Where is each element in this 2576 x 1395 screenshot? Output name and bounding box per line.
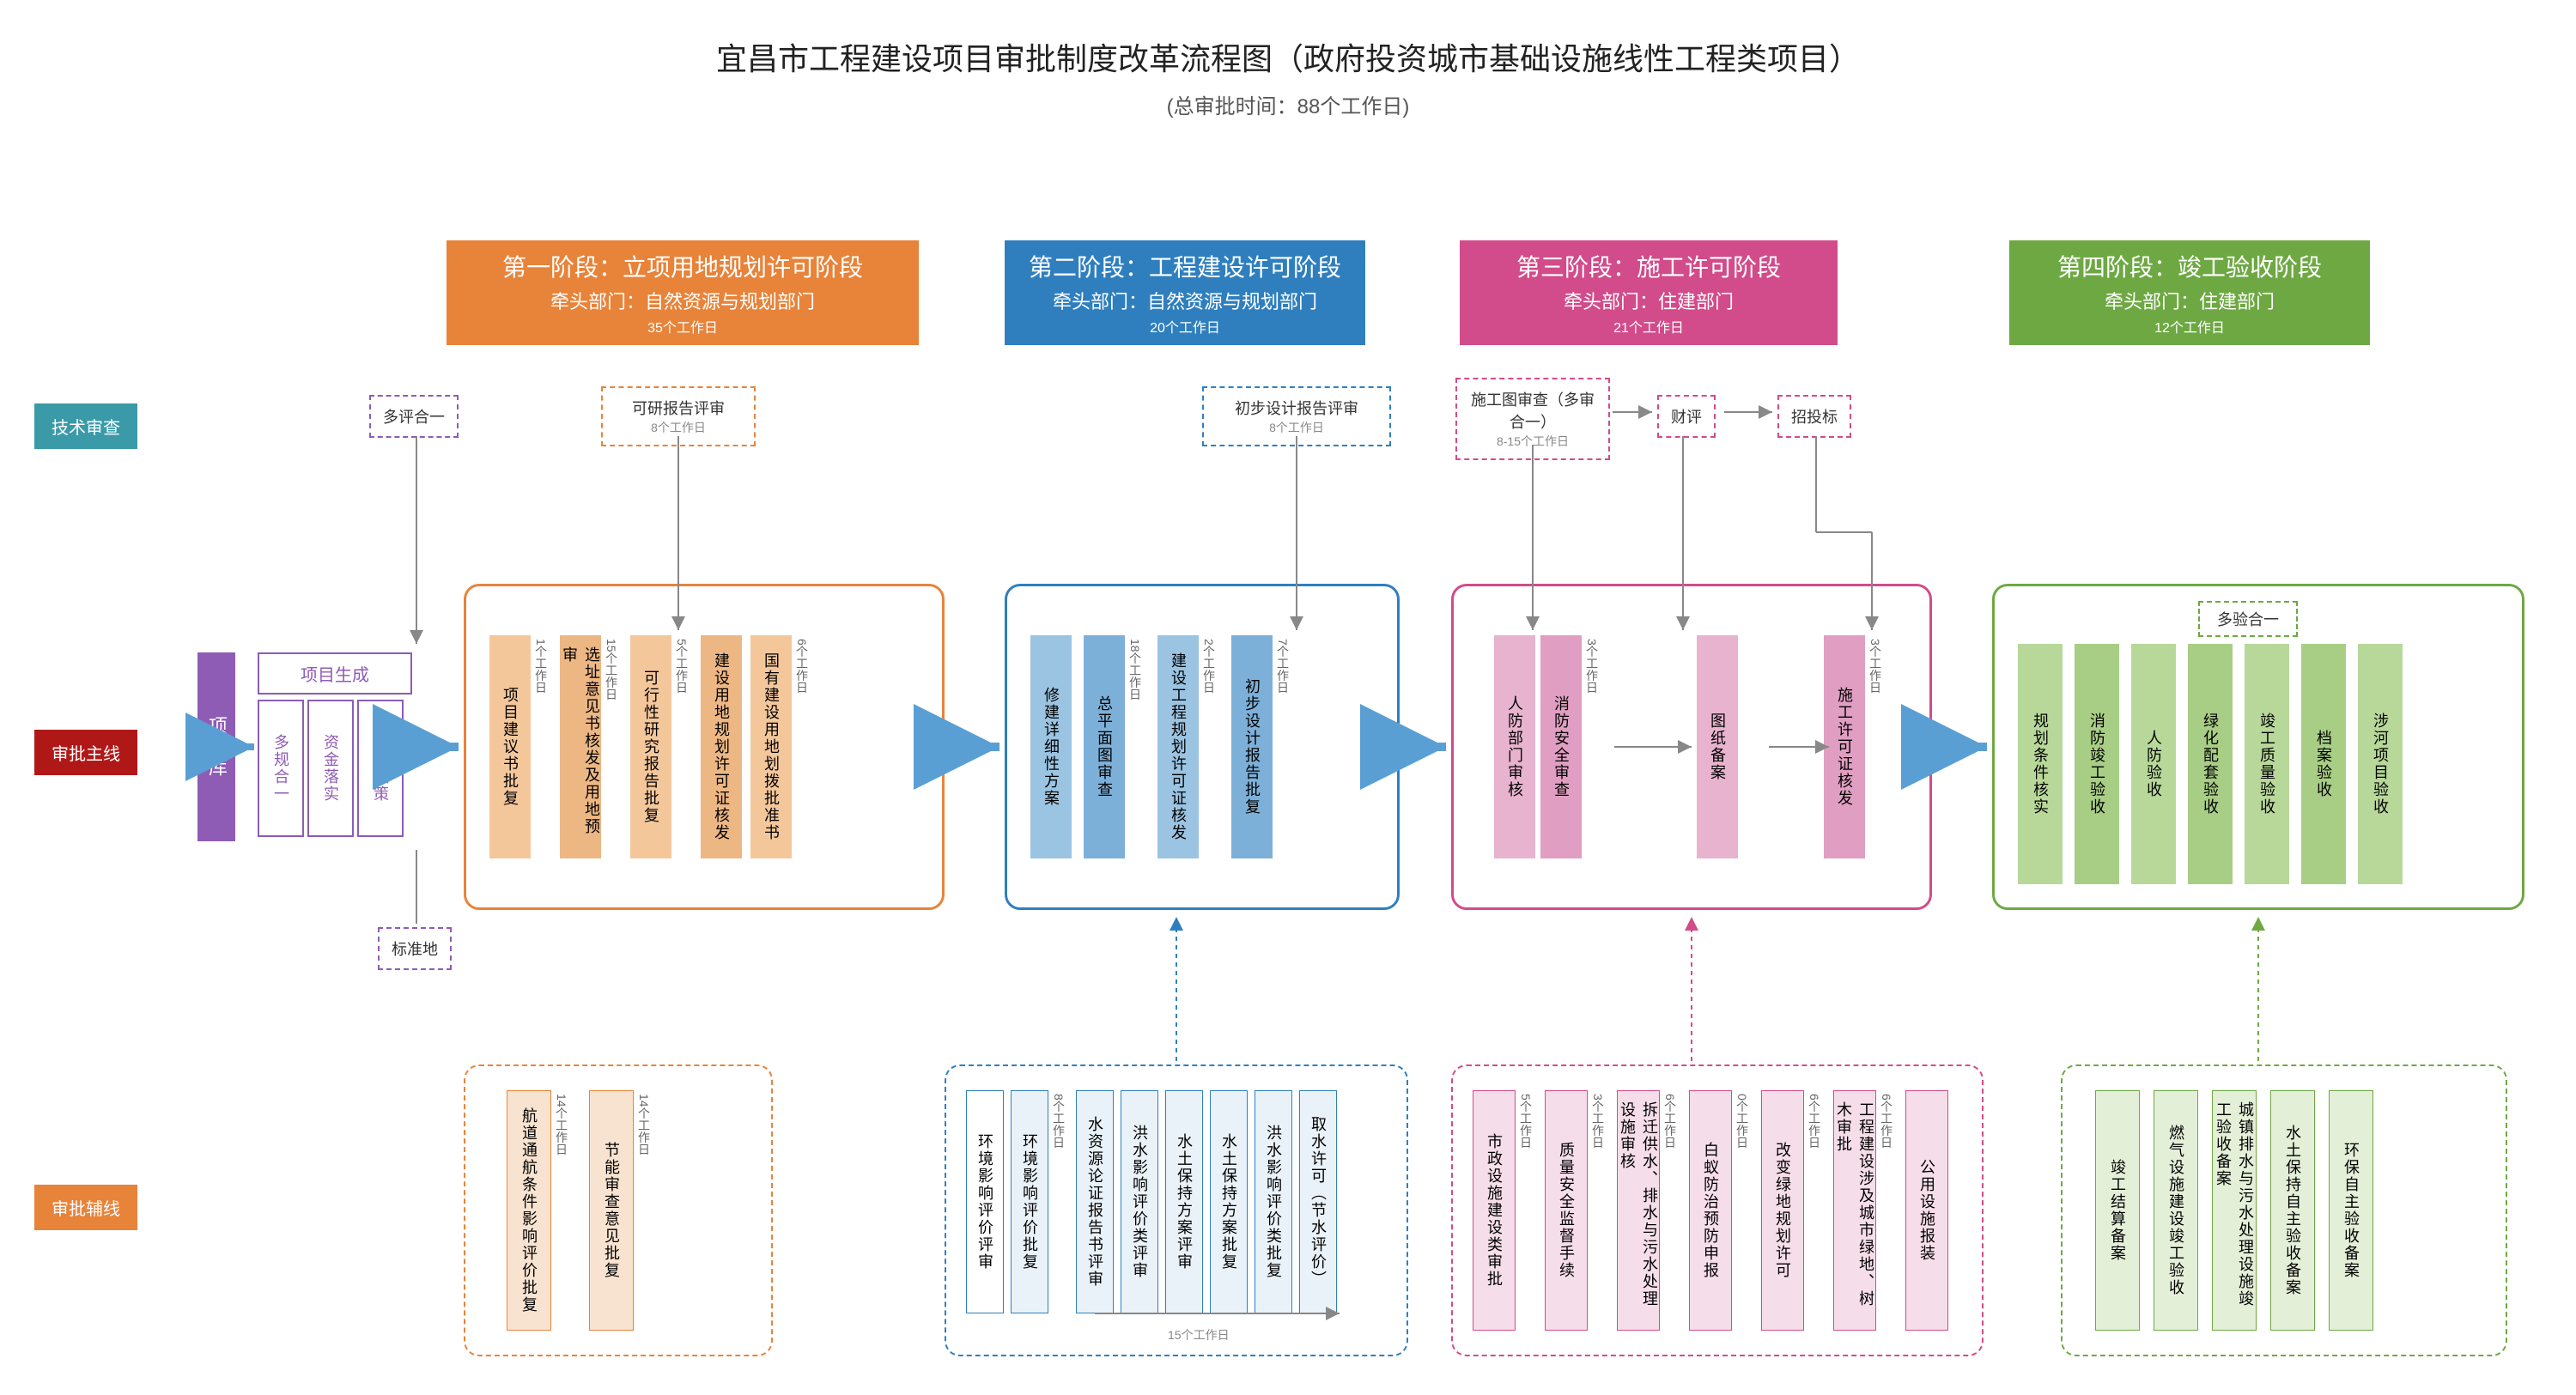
main-arrows [0,0,2576,1395]
